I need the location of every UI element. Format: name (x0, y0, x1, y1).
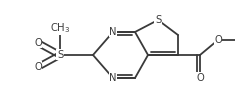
Text: O: O (196, 73, 204, 83)
Text: N: N (109, 27, 117, 37)
Text: O: O (214, 35, 222, 45)
Text: CH$_3$: CH$_3$ (50, 21, 70, 35)
Text: CH$_3$: CH$_3$ (235, 33, 236, 47)
Text: N: N (109, 73, 117, 83)
Text: S: S (155, 15, 161, 25)
Text: O: O (34, 38, 42, 48)
Text: S: S (57, 50, 63, 60)
Text: O: O (34, 62, 42, 72)
